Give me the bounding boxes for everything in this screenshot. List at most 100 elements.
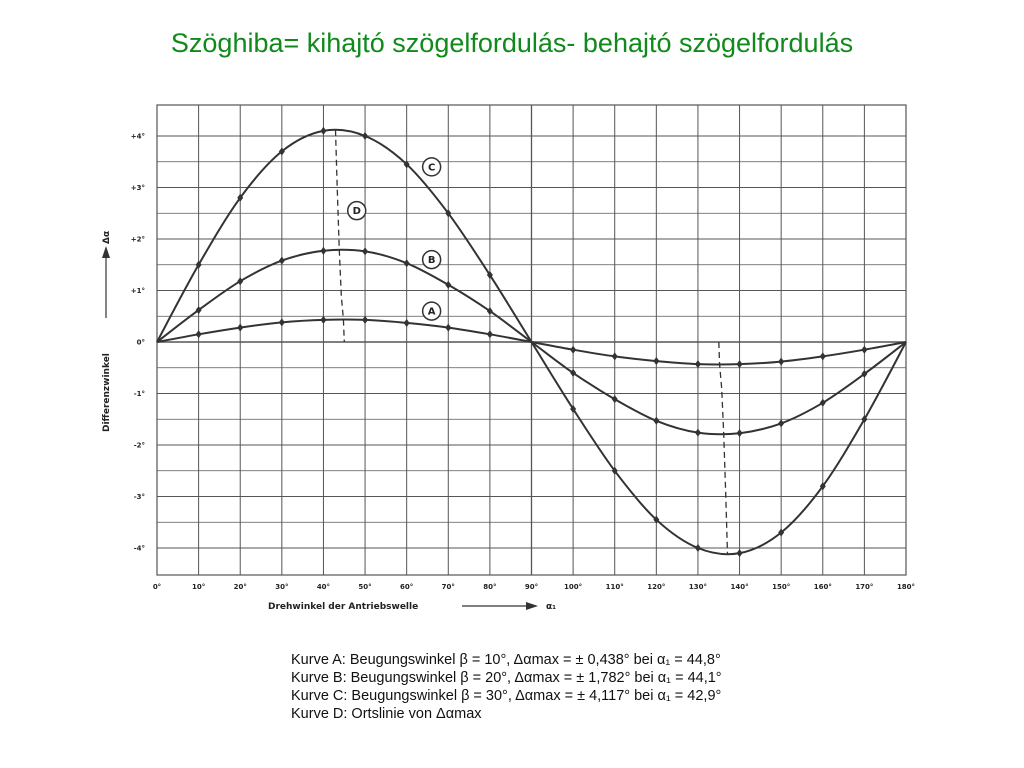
data-point-A bbox=[403, 318, 410, 327]
x-tick-label: 150° bbox=[772, 583, 790, 591]
y-tick-label: +4° bbox=[131, 133, 145, 141]
x-tick-label: 120° bbox=[647, 583, 665, 591]
data-point-C bbox=[445, 209, 452, 218]
data-point-B bbox=[778, 419, 785, 428]
x-tick-label: 160° bbox=[814, 583, 832, 591]
data-point-A bbox=[486, 330, 493, 339]
data-point-B bbox=[403, 259, 410, 268]
x-tick-label: 130° bbox=[689, 583, 707, 591]
x-tick-label: 100° bbox=[564, 583, 582, 591]
x-tick-label: 0° bbox=[153, 583, 161, 591]
data-point-B bbox=[694, 428, 701, 437]
data-point-C bbox=[403, 160, 410, 169]
curve-label-circle bbox=[346, 200, 367, 221]
data-point-B bbox=[195, 306, 202, 315]
y-axis-arrowhead bbox=[102, 246, 110, 258]
x-tick-label: 140° bbox=[730, 583, 748, 591]
data-point-A bbox=[195, 330, 202, 339]
x-tick-label: 180° bbox=[897, 583, 915, 591]
caption: Kurve A: Beugungswinkel β = 10°, Δαmax =… bbox=[291, 651, 851, 723]
data-point-A bbox=[736, 360, 743, 369]
caption-line-a: Kurve A: Beugungswinkel β = 10°, Δαmax =… bbox=[291, 652, 721, 668]
data-point-A bbox=[320, 315, 327, 324]
x-axis-symbol: α₁ bbox=[546, 602, 556, 612]
data-point-C bbox=[736, 549, 743, 558]
data-point-A bbox=[653, 357, 660, 366]
curve-label-circle bbox=[421, 301, 442, 321]
data-point-A bbox=[778, 357, 785, 366]
data-point-B bbox=[486, 307, 493, 316]
x-axis-label: Drehwinkel der Antriebswelle bbox=[268, 602, 418, 612]
x-axis-arrowhead bbox=[526, 602, 538, 610]
y-tick-label: -2° bbox=[134, 442, 145, 450]
y-tick-label: -4° bbox=[134, 545, 145, 553]
data-point-B bbox=[362, 247, 369, 256]
curve-label-A: A bbox=[428, 307, 436, 318]
x-tick-label: 20° bbox=[234, 583, 247, 591]
x-tick-label: 70° bbox=[442, 583, 455, 591]
data-point-C bbox=[694, 544, 701, 552]
data-point-B bbox=[819, 398, 826, 407]
caption-line-b: Kurve B: Beugungswinkel β = 20°, Δαmax =… bbox=[291, 670, 722, 686]
data-point-A bbox=[570, 345, 577, 354]
data-point-C bbox=[195, 260, 202, 269]
curve-label-B: B bbox=[428, 255, 436, 266]
data-point-A bbox=[445, 323, 452, 332]
data-point-C bbox=[861, 415, 868, 424]
x-tick-label: 170° bbox=[855, 583, 873, 591]
data-point-C bbox=[819, 482, 826, 491]
data-point-B bbox=[653, 416, 660, 425]
x-tick-label: 90° bbox=[525, 583, 538, 591]
data-point-A bbox=[611, 352, 618, 361]
y-tick-label: -3° bbox=[134, 493, 145, 501]
data-point-B bbox=[445, 280, 452, 289]
y-tick-label: +2° bbox=[131, 236, 145, 244]
y-tick-label: 0° bbox=[137, 339, 145, 347]
y-tick-label: -1° bbox=[134, 390, 145, 398]
curve-label-circle bbox=[421, 157, 442, 177]
x-tick-label: 110° bbox=[606, 583, 624, 591]
x-tick-label: 10° bbox=[192, 583, 205, 591]
series-line-D bbox=[334, 129, 345, 343]
x-tick-label: 60° bbox=[400, 583, 413, 591]
x-tick-label: 50° bbox=[358, 583, 371, 591]
data-point-C bbox=[486, 271, 493, 280]
chart-labels: 0° 10° 20° 30° 40° 50° 60° 70° 80° 90° 100° 110° 120… bbox=[102, 133, 915, 612]
y-tick-label: +3° bbox=[131, 184, 145, 192]
data-point-B bbox=[320, 246, 327, 255]
data-point-B bbox=[237, 277, 244, 286]
data-point-C bbox=[320, 126, 327, 135]
data-point-B bbox=[736, 429, 743, 438]
y-axis-symbol: Δα bbox=[102, 231, 112, 244]
data-point-B bbox=[570, 368, 577, 377]
x-tick-label: 30° bbox=[275, 583, 288, 591]
series-line-D bbox=[718, 341, 729, 555]
data-point-C bbox=[611, 466, 618, 475]
data-point-C bbox=[237, 193, 244, 202]
data-point-C bbox=[653, 515, 660, 524]
chart: 0° 10° 20° 30° 40° 50° 60° 70° 80° 90° 100° 110° 120… bbox=[102, 104, 915, 612]
data-point-C bbox=[570, 404, 577, 413]
y-tick-label: +1° bbox=[131, 287, 145, 295]
curve-label-D: D bbox=[353, 206, 361, 217]
y-axis-label: Differenzwinkel bbox=[102, 353, 112, 432]
data-point-A bbox=[819, 352, 826, 361]
data-point-A bbox=[362, 315, 369, 324]
data-point-A bbox=[694, 360, 701, 369]
caption-line-d: Kurve D: Ortslinie von Δαmax bbox=[291, 706, 482, 722]
data-point-A bbox=[861, 345, 868, 354]
caption-line-c: Kurve C: Beugungswinkel β = 30°, Δαmax =… bbox=[291, 688, 722, 704]
data-point-A bbox=[237, 323, 244, 332]
curve-label-circle bbox=[421, 249, 442, 270]
data-point-C bbox=[778, 528, 785, 537]
slide-title: Szöghiba= kihajtó szögelfordulás- behajt… bbox=[170, 28, 854, 58]
x-tick-label: 80° bbox=[483, 583, 496, 591]
chart-grid bbox=[156, 104, 907, 576]
data-point-A bbox=[278, 318, 285, 327]
curve-label-C: C bbox=[428, 162, 435, 173]
data-point-B bbox=[278, 256, 285, 265]
data-point-C bbox=[362, 132, 369, 140]
data-point-C bbox=[278, 147, 285, 156]
data-point-B bbox=[611, 395, 618, 404]
chart-markers bbox=[195, 126, 868, 558]
